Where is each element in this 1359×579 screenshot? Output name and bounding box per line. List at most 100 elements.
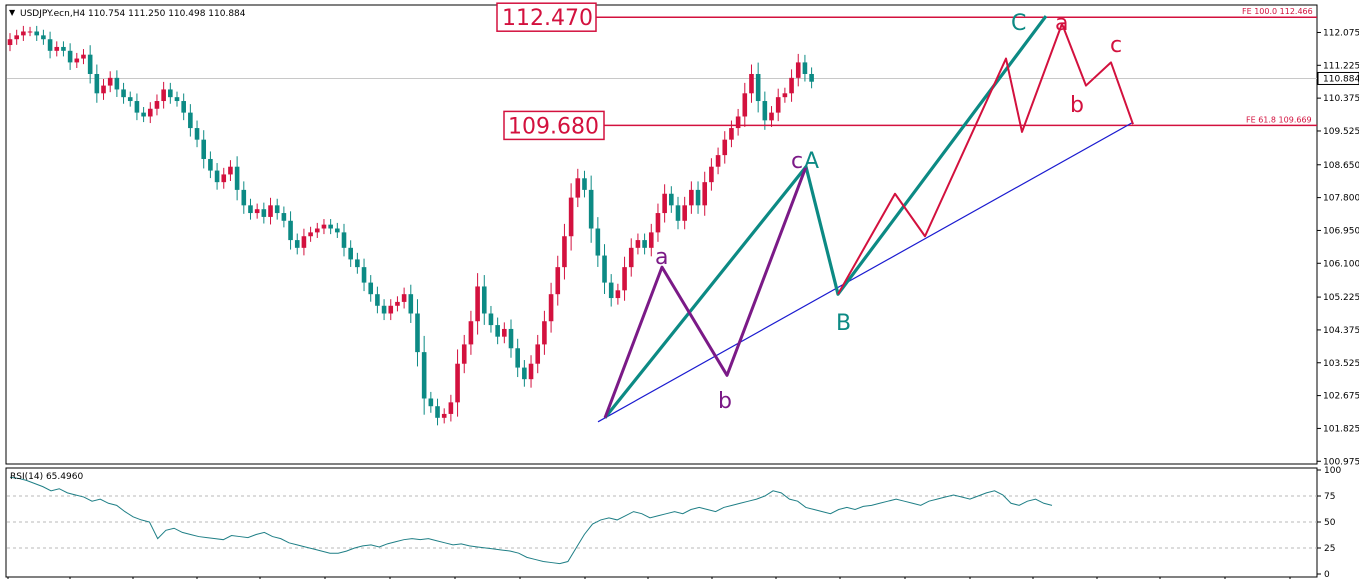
candle-body	[702, 182, 708, 206]
candle-body	[395, 301, 400, 306]
candle-body	[47, 39, 53, 51]
candlestick-series	[7, 25, 814, 426]
candle-body	[234, 166, 240, 190]
candle-body	[608, 282, 614, 299]
chevron-down-icon[interactable]: ▼	[9, 8, 16, 17]
candle-body	[87, 54, 93, 74]
candle-body	[341, 232, 347, 248]
wave-label-red-c: c	[1110, 33, 1122, 58]
candle-body	[107, 77, 113, 86]
candle-body	[535, 344, 541, 364]
rsi-tick-label: 25	[1324, 544, 1335, 554]
candle-body	[775, 97, 781, 113]
current-price-box	[1317, 71, 1359, 85]
candle-body	[588, 189, 594, 229]
candle-body	[308, 232, 313, 237]
candle-body	[201, 139, 207, 159]
fe-100-label: FE 100.0 112.466	[1242, 7, 1313, 16]
candle-body	[742, 93, 748, 117]
candle-body	[502, 328, 507, 337]
wave-label-red-a: a	[1055, 11, 1068, 36]
candle-body	[555, 267, 561, 295]
candle-body	[328, 224, 333, 229]
candle-body	[468, 321, 474, 345]
price-tick-label: 103.525	[1323, 359, 1359, 369]
level-box-109-680	[503, 110, 605, 141]
candle-body	[662, 193, 667, 214]
candle-body	[67, 50, 73, 63]
main-plot-frame	[5, 4, 1318, 465]
symbol-info: USDJPY.ecn,H4 110.754 111.250 110.498 11…	[20, 9, 246, 19]
candle-body	[455, 363, 460, 403]
candle-body	[762, 101, 768, 121]
candle-body	[669, 193, 674, 206]
candle-body	[595, 228, 601, 256]
candle-body	[94, 73, 100, 94]
candle-body	[288, 220, 293, 241]
candle-body	[495, 325, 500, 337]
candle-body	[208, 158, 213, 171]
price-tick-label: 102.675	[1323, 392, 1359, 402]
rsi-levels	[7, 495, 1317, 549]
price-tick-label: 101.825	[1323, 424, 1359, 434]
price-axis: 112.075 111.225 110.375 109.525 108.650 107.8…	[1317, 28, 1359, 467]
candle-body	[81, 54, 86, 59]
price-tick-label: 104.375	[1323, 326, 1359, 336]
candle-body	[795, 62, 801, 78]
wave-label-teal-c: C	[1011, 11, 1026, 36]
candle-body	[74, 58, 80, 63]
price-tick-label: 105.225	[1323, 293, 1359, 303]
wave-abc-teal	[603, 15, 1048, 419]
candle-body	[335, 228, 340, 233]
candle-body	[615, 290, 621, 299]
price-tick-label: 110.375	[1323, 94, 1359, 104]
candle-body	[782, 93, 788, 98]
candle-body	[508, 328, 514, 349]
candle-body	[188, 112, 193, 129]
price-tick-label: 106.100	[1323, 259, 1359, 269]
candle-body	[408, 294, 414, 314]
candle-body	[522, 367, 527, 380]
candle-body	[261, 209, 267, 217]
candle-body	[428, 398, 434, 407]
rsi-label: RSI(14) 65.4960	[10, 472, 83, 482]
candle-body	[575, 178, 581, 198]
candle-body	[582, 178, 587, 190]
candle-body	[21, 31, 26, 36]
candle-body	[635, 240, 641, 248]
wave-label-teal-b: B	[836, 311, 851, 336]
rsi-axis: 100 75 50 25 0	[1317, 466, 1341, 579]
candle-body	[802, 62, 808, 74]
candle-body	[361, 267, 367, 283]
price-tick-label: 108.650	[1323, 161, 1359, 171]
price-tick-label: 111.225	[1323, 61, 1359, 71]
candle-body	[435, 406, 440, 418]
candle-body	[214, 170, 220, 183]
level-box-112-470	[496, 2, 597, 32]
candle-body	[321, 224, 327, 229]
candle-body	[735, 116, 741, 129]
candle-body	[448, 402, 454, 414]
candle-body	[348, 247, 353, 260]
candle-body	[789, 77, 794, 94]
candle-body	[769, 112, 774, 121]
candle-body	[228, 166, 233, 175]
candle-body	[147, 108, 153, 117]
candle-body	[41, 35, 46, 40]
candle-body	[121, 89, 126, 98]
candle-body	[441, 413, 447, 418]
candle-body	[54, 46, 60, 51]
candle-body	[628, 247, 634, 268]
rsi-tick-label: 0	[1324, 570, 1330, 579]
candle-body	[27, 31, 33, 33]
candle-body	[355, 259, 360, 268]
candle-body	[281, 213, 287, 221]
candle-body	[7, 39, 13, 46]
candle-body	[648, 232, 654, 248]
candle-body	[154, 101, 160, 109]
candle-body	[168, 89, 173, 98]
wave-label-red-b: b	[1070, 93, 1084, 118]
candle-body	[461, 344, 467, 364]
candle-body	[181, 101, 186, 113]
